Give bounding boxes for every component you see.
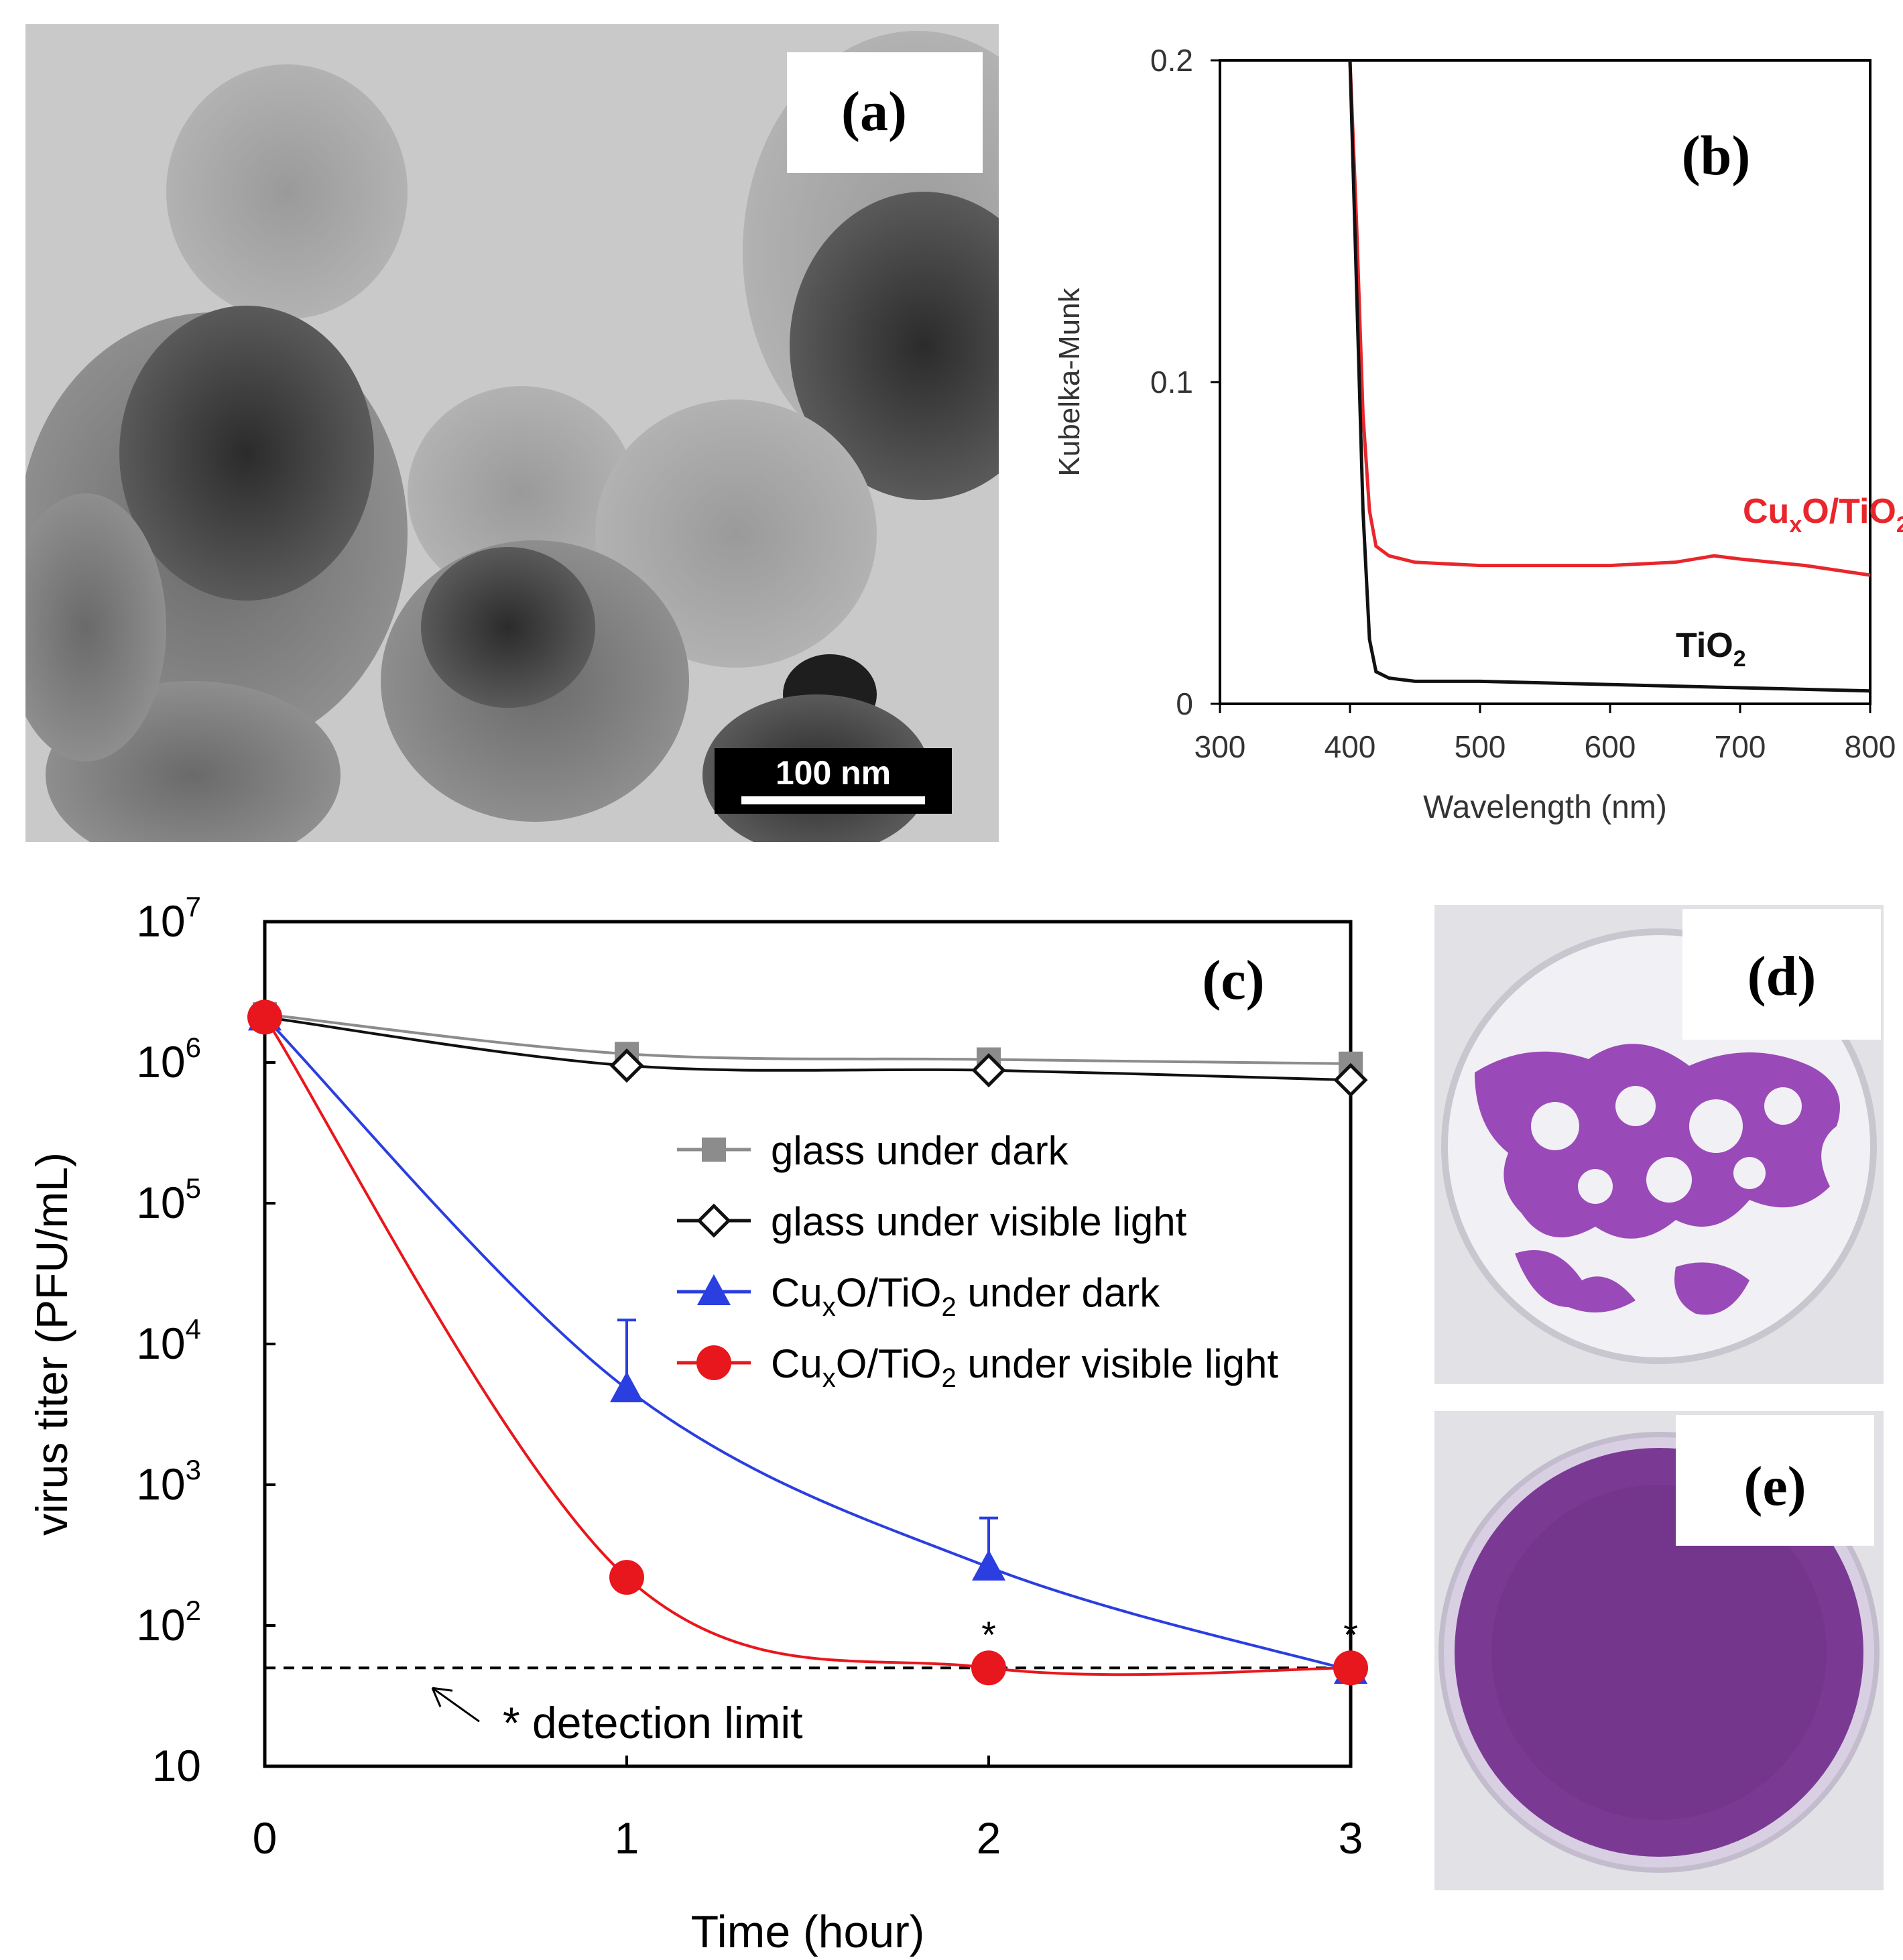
panel-a-label: (a): [841, 80, 907, 143]
y-tick-label: 104: [136, 1313, 201, 1368]
legend-label-glass-dark: glass under dark: [771, 1128, 1069, 1173]
scale-bar-label: 100 nm: [775, 754, 892, 792]
panel-a-tem-image: (a) 100 nm: [25, 24, 999, 842]
legend-label-glass-visible: glass under visible light: [771, 1199, 1187, 1244]
panel-d-label-box: (d): [1682, 909, 1881, 1040]
data-point-cuxo-tio2-visible: [247, 999, 282, 1035]
y-tick-label: 0: [1176, 686, 1193, 721]
y-tick-label: 0.1: [1150, 365, 1193, 400]
y-tick-label: 0.2: [1150, 43, 1193, 78]
y-axis-label: virus titer (PFU/mL): [27, 1152, 76, 1536]
panel-d-plaque-photo: (d): [1434, 905, 1884, 1384]
series-line-tio2: [1348, 60, 1871, 693]
kubelka-munk-chart: 300 400 500 600 700 800 0 0.1 0.2 Wavelength (nm)…: [1053, 43, 1903, 825]
panel-e-label: (e): [1743, 1455, 1806, 1518]
panel-a-label-box: (a): [787, 52, 983, 173]
series-line-cuxo-tio2: [1348, 60, 1871, 577]
x-tick-label: 2: [977, 1813, 1001, 1863]
x-tick-label: 500: [1455, 729, 1506, 764]
x-tick-label: 400: [1325, 729, 1376, 764]
y-tick-label: 106: [136, 1032, 201, 1087]
series-line-cuxo-tio2-visible: [263, 1016, 1351, 1676]
scale-bar-box: 100 nm: [715, 748, 952, 814]
y-tick-label: 105: [136, 1172, 201, 1227]
x-tick-label: 300: [1194, 729, 1246, 764]
asterisk-marker: *: [981, 1613, 996, 1656]
x-tick-label: 0: [253, 1813, 278, 1863]
x-tick-label: 600: [1585, 729, 1636, 764]
panel-b-label: (b): [1682, 125, 1751, 187]
data-point-glass-visible: [971, 1053, 1006, 1088]
virus-titer-chart: 0 1 2 3 10 102 103 104 105 106 107 Time (hour) virus…: [27, 891, 1368, 1957]
panel-d-label: (d): [1747, 945, 1817, 1007]
data-point-cuxo-tio2-dark: [610, 1371, 643, 1402]
panel-c-chart: 0 1 2 3 10 102 103 104 105 106 107 Time (hour) virus…: [0, 865, 1394, 1960]
series-label-cuxo-tio2: CuxO/TiO2: [1743, 492, 1903, 538]
legend-label-cuxo-tio2-dark: CuxO/TiO2 under dark: [771, 1270, 1160, 1322]
y-axis-label: Kubelka-Munk: [1053, 287, 1086, 476]
asterisk-marker: *: [1343, 1613, 1358, 1656]
data-point-glass-visible: [609, 1048, 644, 1083]
y-tick-label: 103: [136, 1454, 201, 1509]
y-tick-label: 10: [152, 1741, 201, 1790]
x-tick-label: 700: [1715, 729, 1766, 764]
data-point-cuxo-tio2-visible: [1333, 1650, 1368, 1686]
panel-e-label-box: (e): [1676, 1415, 1874, 1546]
x-axis-label: Time (hour): [691, 1906, 925, 1957]
legend-marker-cuxo-tio2-dark: [697, 1274, 731, 1305]
detection-limit-label: * detection limit: [503, 1698, 803, 1748]
series-line-glass-visible: [264, 1016, 1351, 1082]
panel-c-label: (c): [1202, 949, 1264, 1012]
data-point-cuxo-tio2-visible: [971, 1650, 1006, 1686]
x-tick-label: 1: [615, 1813, 639, 1863]
detection-limit-arrow: [431, 1687, 480, 1723]
data-point-cuxo-tio2-dark: [972, 1549, 1005, 1581]
series-label-tio2: TiO2: [1676, 626, 1746, 672]
series-line-cuxo-tio2-dark: [263, 1016, 1351, 1672]
series-line-glass-dark: [264, 1013, 1351, 1065]
legend-label-cuxo-tio2-visible: CuxO/TiO2 under visible light: [771, 1341, 1278, 1393]
panel-b-chart: 300 400 500 600 700 800 0 0.1 0.2 Wavelength (nm)…: [1005, 13, 1903, 858]
y-tick-label: 107: [136, 891, 201, 946]
legend-marker-glass-dark: [702, 1138, 726, 1162]
y-tick-label: 102: [136, 1595, 201, 1650]
x-tick-label: 800: [1845, 729, 1896, 764]
plot-frame: [1219, 59, 1871, 705]
data-point-cuxo-tio2-visible: [609, 1560, 644, 1595]
data-point-glass-visible: [1333, 1062, 1368, 1097]
x-tick-label: 3: [1339, 1813, 1363, 1863]
x-axis-label: Wavelength (nm): [1423, 790, 1667, 825]
scale-bar-line: [741, 796, 925, 804]
legend-marker-glass-visible: [696, 1203, 731, 1238]
legend-marker-cuxo-tio2-visible: [696, 1345, 731, 1380]
panel-e-dish-photo: (e): [1434, 1411, 1884, 1890]
